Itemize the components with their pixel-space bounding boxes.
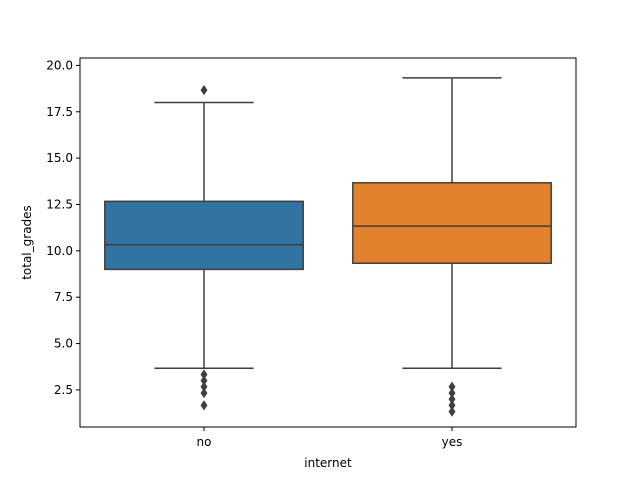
box-iqr — [352, 182, 552, 265]
outlier-point — [448, 406, 456, 417]
y-tick-label: 2.5 — [54, 383, 73, 397]
y-tick-label: 10.0 — [46, 244, 73, 258]
y-axis: 2.5 5.0 7.5 10.0 12.5 15.0 17.5 20.0 — [46, 58, 80, 397]
box-group-no — [104, 84, 304, 411]
y-tick-label: 20.0 — [46, 58, 73, 72]
x-axis: no yes — [197, 427, 463, 449]
outlier-point — [200, 387, 208, 399]
box-group-yes — [352, 77, 552, 417]
y-tick-label: 5.0 — [54, 337, 73, 351]
y-tick-label: 12.5 — [46, 197, 73, 211]
y-tick-label: 15.0 — [46, 151, 73, 165]
box-iqr — [104, 200, 304, 271]
x-tick-label: yes — [442, 435, 463, 449]
outlier-point — [200, 84, 208, 96]
y-tick-label: 7.5 — [54, 290, 73, 304]
x-tick-label: no — [197, 435, 212, 449]
plot-frame — [79, 57, 577, 428]
outlier-point — [200, 400, 208, 411]
y-axis-label: total_grades — [20, 205, 34, 280]
plot-area — [104, 77, 552, 417]
y-tick-label: 17.5 — [46, 105, 73, 119]
x-axis-label: internet — [304, 456, 352, 470]
